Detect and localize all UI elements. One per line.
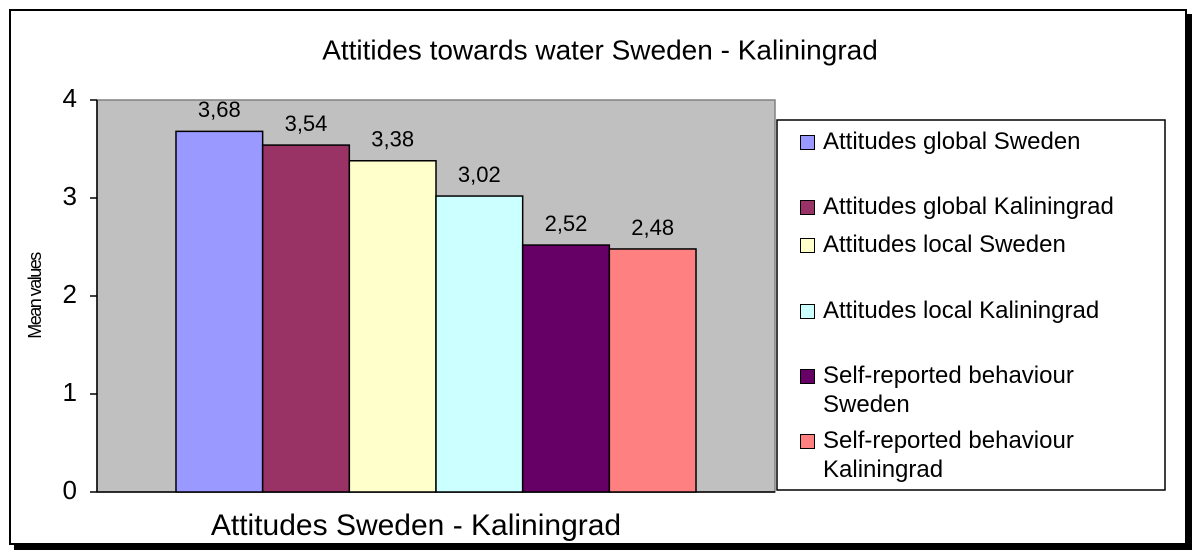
legend-item: Attitudes global Sweden	[800, 127, 1160, 156]
legend-label: Self-reported behaviour Kaliningrad	[823, 427, 1074, 483]
x-tick-label: Attitudes Sweden - Kaliningrad	[211, 509, 621, 542]
bar	[261, 144, 351, 493]
legend-item: Self-reported behaviour Kaliningrad	[800, 426, 1160, 484]
y-tick-label: 4	[63, 83, 77, 113]
bar	[435, 195, 524, 493]
legend-item: Attitudes local Kaliningrad	[800, 296, 1160, 325]
legend-item: Self-reported behaviour Sweden	[800, 361, 1160, 419]
data-label: 3,68	[198, 97, 241, 122]
legend-label: Attitudes global Sweden	[823, 128, 1081, 155]
data-label: 2,52	[545, 211, 588, 236]
data-label: 3,38	[371, 127, 414, 152]
legend-swatch	[800, 304, 815, 319]
legend-box	[776, 119, 1166, 491]
legend-swatch	[800, 434, 815, 449]
legend-label: Attitudes local Sweden	[823, 231, 1066, 258]
y-tick-label: 2	[63, 279, 77, 309]
bar	[608, 248, 697, 493]
legend-item: Attitudes global Kaliningrad	[800, 192, 1160, 221]
bar	[175, 130, 264, 493]
legend-swatch	[800, 369, 815, 384]
legend-swatch	[800, 238, 815, 253]
bar	[521, 244, 611, 493]
legend-item: Attitudes local Sweden	[800, 230, 1160, 259]
data-label: 2,48	[631, 215, 674, 240]
chart-title: Attitides towards water Sweden - Kalinin…	[322, 34, 878, 65]
y-axis-label: Mean values	[25, 252, 45, 339]
data-label: 3,02	[458, 162, 501, 187]
bar	[348, 160, 437, 493]
y-tick-label: 0	[63, 475, 77, 505]
legend-label: Attitudes global Kaliningrad	[823, 193, 1114, 220]
y-tick-label: 3	[63, 181, 77, 211]
legend-swatch	[800, 135, 815, 150]
y-tick-label: 1	[63, 377, 77, 407]
data-label: 3,54	[285, 111, 328, 136]
legend-label: Attitudes local Kaliningrad	[823, 297, 1100, 324]
legend-swatch	[800, 200, 815, 215]
legend-label: Self-reported behaviour Sweden	[823, 362, 1074, 418]
